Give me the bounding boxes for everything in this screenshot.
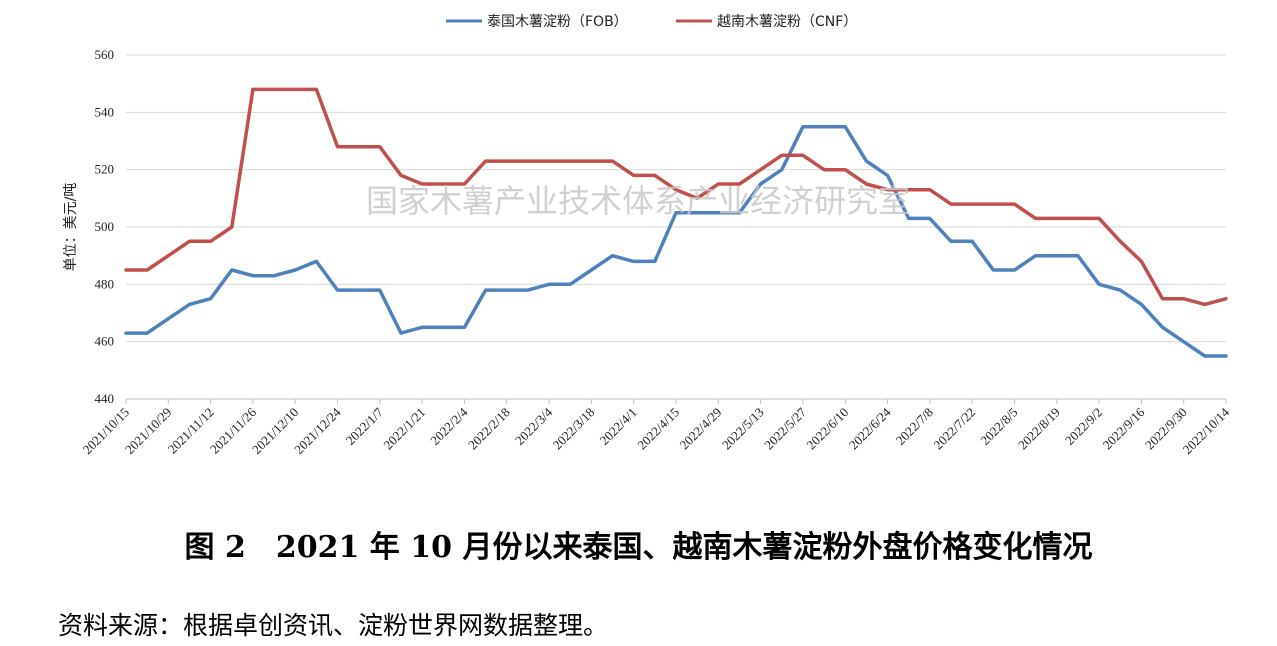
y-axis-label: 单位：美元/吨: [63, 183, 79, 272]
series-line-vietnam: [124, 87, 1228, 307]
x-tick-label: 2022/4/29: [677, 405, 725, 453]
x-tick-label: 2022/10/14: [1180, 404, 1233, 457]
x-tick-label: 2022/6/24: [846, 404, 894, 452]
x-tick-label: 2022/3/18: [550, 405, 598, 453]
x-tick-label: 2022/4/15: [634, 405, 682, 453]
gridlines: [126, 54, 1226, 343]
y-tick-label: 560: [95, 47, 115, 62]
x-tick-label: 2022/8/19: [1015, 405, 1063, 453]
series-lines: [124, 87, 1228, 358]
y-tick-label: 500: [95, 219, 115, 234]
x-tick-label: 2022/5/13: [719, 405, 767, 453]
figure-caption: 图 2 2021 年 10 月份以来泰国、越南木薯淀粉外盘价格变化情况: [184, 530, 1093, 565]
y-tick-label: 540: [95, 104, 115, 119]
x-tick-labels: 2021/10/152021/10/292021/11/122021/11/26…: [80, 404, 1233, 457]
x-tick-label: 2022/9/16: [1100, 404, 1148, 452]
price-line-chart: 泰国木薯淀粉（FOB） 越南木薯淀粉（CNF） 440 460 480 500 520 5…: [63, 14, 1233, 457]
y-tick-label: 440: [95, 391, 115, 406]
y-tick-label: 480: [95, 276, 115, 291]
y-tick-label: 520: [95, 162, 115, 177]
watermark: 国家木薯产业技术体系产业经济研究室: [366, 182, 910, 220]
axes: [125, 398, 1227, 404]
x-tick-label: 2022/6/10: [803, 405, 851, 453]
x-tick-label: 2022/5/27: [761, 404, 809, 452]
legend: 泰国木薯淀粉（FOB） 越南木薯淀粉（CNF）: [446, 14, 857, 30]
legend-label-vietnam: 越南木薯淀粉（CNF）: [717, 14, 857, 30]
x-tick-label: 2021/12/24: [291, 404, 344, 457]
source-note: 资料来源：根据卓创资讯、淀粉世界网数据整理。: [58, 611, 609, 640]
x-tick-label: 2022/2/18: [465, 405, 513, 453]
series-line-thai: [124, 124, 1228, 358]
legend-label-thai: 泰国木薯淀粉（FOB）: [487, 14, 628, 30]
y-tick-labels: 440 460 480 500 520 540 560: [95, 47, 115, 406]
y-tick-label: 460: [95, 334, 115, 349]
x-tick-label: 2022/7/22: [930, 405, 978, 453]
x-tick-label: 2022/1/21: [380, 405, 428, 453]
